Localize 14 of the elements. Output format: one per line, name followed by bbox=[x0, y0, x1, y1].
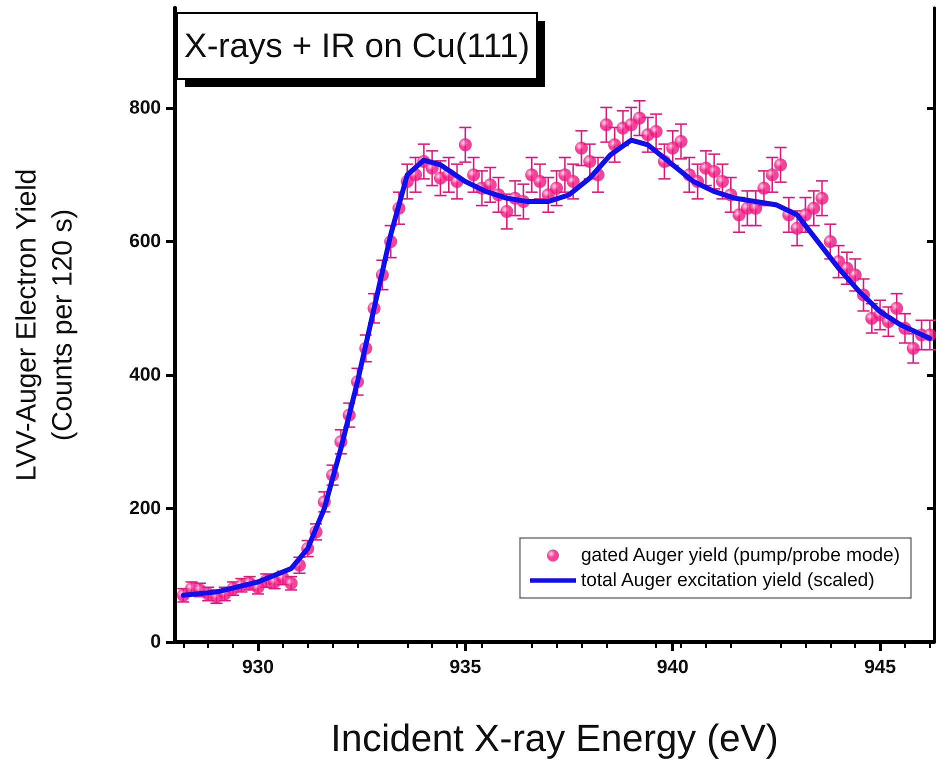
y-tick-label: 600 bbox=[129, 231, 161, 252]
x-tick-label: 945 bbox=[864, 657, 896, 678]
x-tick-label: 935 bbox=[449, 657, 482, 678]
x-tick-label: 940 bbox=[656, 657, 689, 678]
y-tick-label: 800 bbox=[129, 98, 161, 119]
y-tick-label: 400 bbox=[129, 364, 161, 386]
text: X-rays + IR on Cu(111) bbox=[184, 27, 530, 65]
x-tick-label: 930 bbox=[242, 657, 274, 678]
y-axis-title: LVV-Auger Electron Yield (Counts per 120 s) bbox=[10, 168, 78, 482]
legend-label: gated Auger yield (pump/probe mode) bbox=[580, 545, 900, 566]
y-tick-label: 0 bbox=[150, 632, 161, 652]
legend-label: total Auger excitation yield (scaled) bbox=[580, 570, 875, 591]
y-tick-label: 200 bbox=[129, 498, 161, 520]
x-axis-title: Incident X-ray Energy (eV) bbox=[330, 718, 778, 760]
